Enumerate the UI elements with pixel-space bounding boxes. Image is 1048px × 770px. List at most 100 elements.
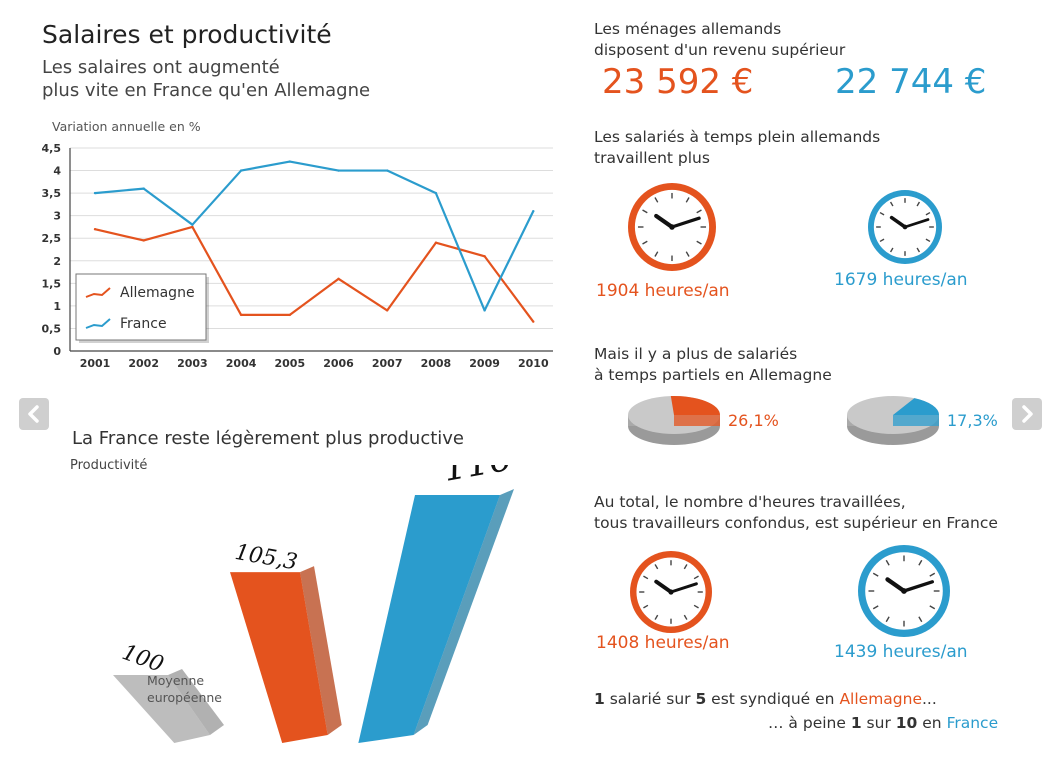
total-title: Au total, le nombre d'heures travaillées… [594,492,998,534]
clock-tick [918,616,923,623]
clock-tick [879,238,885,243]
clock-tick [683,564,688,570]
page-subtitle: Les salaires ont augmenté plus vite en F… [42,56,462,102]
pie-slice-side [674,415,720,426]
bar-side [413,489,514,735]
clock-minute-hand [670,216,701,229]
productivity-subtitle: Productivité [70,458,148,473]
union-country-france: France [946,714,999,732]
clock-tick [916,247,921,253]
parttime-title: Mais il y a plus de salariés à temps par… [594,344,832,386]
union-text: sur [861,714,896,732]
parttime-title-line-1: Mais il y a plus de salariés [594,345,798,363]
y-tick-label: 0,5 [42,322,62,335]
clock-icon [858,545,950,637]
clock-icon [628,183,716,271]
parttime-allemagne-pie [628,396,720,445]
bar-face [230,572,328,743]
x-tick-label: 2003 [177,357,208,370]
clock-minute-hand [903,218,930,229]
clock-tick [654,251,659,257]
total-title-line-1: Au total, le nombre d'heures travaillées… [594,493,906,511]
data-point [288,160,291,163]
moyenne-label: Moyenne européenne [147,672,257,706]
x-tick-label: 2010 [518,357,549,370]
clock-tick [889,201,894,207]
y-tick-label: 1 [53,300,61,313]
data-point [532,209,535,213]
union-number: 1 [850,714,862,732]
legend-box [75,273,207,341]
data-point [434,191,438,195]
clock-tick [918,559,923,566]
y-tick-label: 3,5 [42,187,62,200]
clock-tick [654,614,659,620]
union-text: ... [922,690,937,708]
union-line-1: 1 salarié sur 5 est syndiqué en Allemagn… [594,690,937,708]
data-point [483,309,486,312]
next-button[interactable] [1012,398,1042,430]
union-text: salarié sur [604,690,696,708]
legend-label: France [120,316,167,332]
total-france-hours: 1439 heures/an [834,642,968,662]
clock-tick [685,197,690,203]
clock-center [669,224,675,230]
clock-hour-hand [885,577,907,594]
data-point [239,313,243,317]
clock-tick [643,604,649,609]
clock-tick [642,240,648,245]
union-text: est syndiqué en [706,690,840,708]
x-tick-label: 2005 [274,357,305,370]
prev-button[interactable] [19,398,49,430]
clock-hour-hand [654,213,675,230]
x-tick-label: 2007 [372,357,403,370]
clock-tick [685,251,690,257]
data-point [93,191,97,195]
union-country-allemagne: Allemagne [839,690,922,708]
y-tick-label: 2 [53,255,61,268]
data-point [434,241,438,244]
clock-minute-hand [669,582,698,594]
clock-tick [872,605,879,610]
line-chart-ylabel: Variation annuelle en % [52,119,201,134]
income-title: Les ménages allemands disposent d'un rev… [594,19,845,61]
bar-top [230,566,314,573]
income-title-line-2: disposent d'un revenu supérieur [594,41,846,59]
legend-swatch [85,318,111,329]
clock-tick [643,575,649,580]
parttime-france-pct: 17,3% [947,411,998,430]
data-point [483,255,486,258]
clock-minute-hand [902,580,934,593]
clock-tick [925,211,931,216]
x-tick-label: 2008 [421,357,452,370]
series-line-france [94,160,535,312]
x-tick-label: 2002 [128,357,159,370]
wage-line-chart: 0 0,5 1 1,5 2 2,5 3 3,5 4 4,5 2001 2002 2003 2004 2005… [42,142,553,370]
clock-tick [693,604,699,609]
data-point [93,228,97,231]
clock-center [902,224,908,230]
bar-side-shade [300,566,342,735]
y-tick-label: 2,5 [42,232,62,245]
fulltime-france-hours: 1679 heures/an [834,270,968,290]
clock-hour-hand [654,579,673,594]
clock-tick [929,605,936,610]
bar-top [415,489,514,495]
data-point [239,169,243,172]
data-point [191,225,194,229]
y-tick-label: 4,5 [42,142,62,155]
data-point [532,320,535,323]
clock-tick [683,614,688,620]
clock-tick [654,197,659,203]
clock-center [668,589,674,595]
fulltime-allemagne-hours: 1904 heures/an [596,281,730,301]
y-tick-label: 3 [53,210,61,223]
moyenne-label-line-2: européenne [147,690,222,705]
data-point [337,169,340,172]
parttime-title-line-2: à temps partiels en Allemagne [594,366,832,384]
page-title: Salaires et productivité [42,20,332,49]
bar-allemagne: 105,3 [230,540,342,743]
income-allemagne-value: 23 592 € [602,62,754,102]
fulltime-title-line-2: travaillent plus [594,149,710,167]
clock-icon [630,551,712,633]
